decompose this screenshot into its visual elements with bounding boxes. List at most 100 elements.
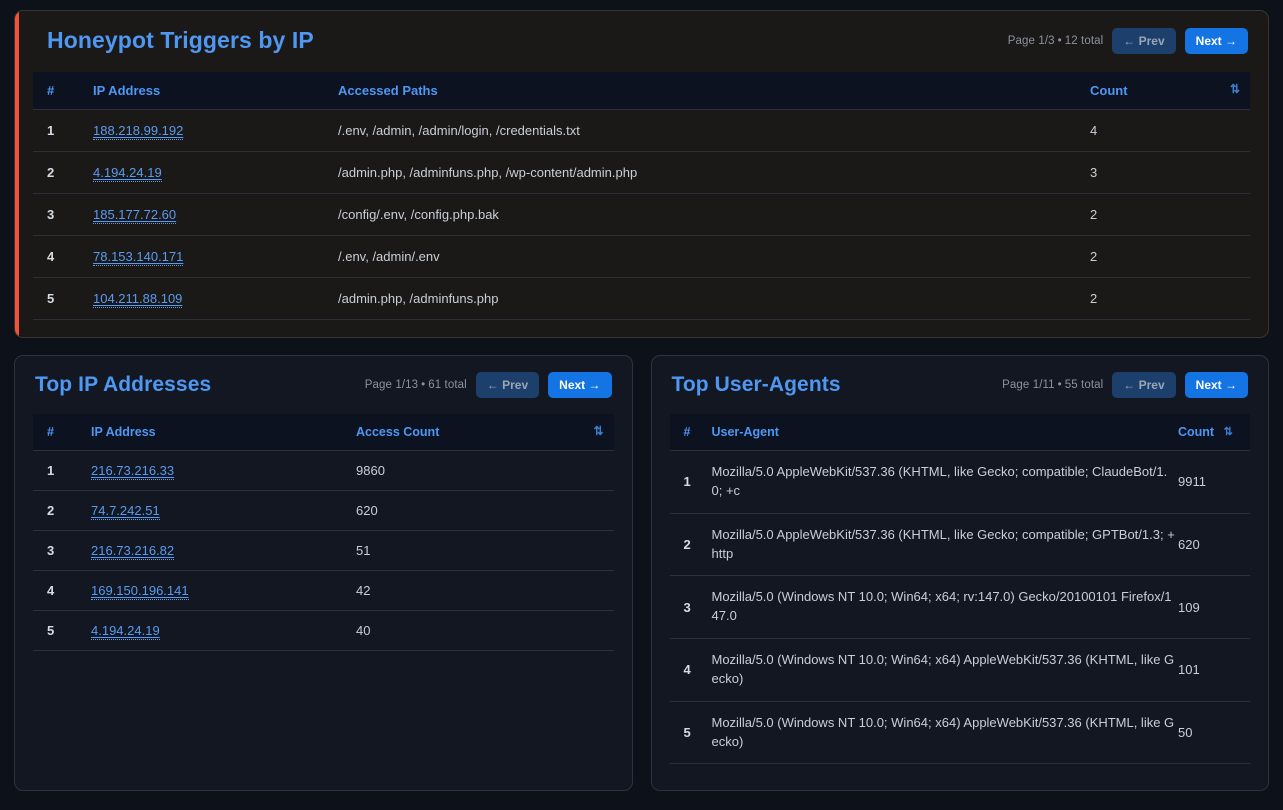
ip-address-link[interactable]: 185.177.72.60	[93, 207, 177, 224]
sort-icon[interactable]: ⇅	[1223, 426, 1233, 438]
row-rank: 3	[33, 530, 91, 571]
user-agents-total-count: 55 total	[1064, 379, 1104, 391]
row-ip-cell: 74.7.242.51	[91, 490, 356, 531]
row-paths: /config/.env, /config.php.bak	[338, 193, 1090, 236]
user-agents-page-number: Page 1/11	[1002, 379, 1055, 391]
table-row: 4 78.153.140.171 /.env, /admin/.env 2	[33, 235, 1250, 278]
ip-address-link[interactable]: 4.194.24.19	[93, 165, 162, 182]
row-count: 4	[1090, 109, 1250, 152]
row-rank: 5	[33, 610, 91, 651]
bottom-cards-row: Top IP Addresses Page 1/13 • 61 total ← Pr…	[14, 355, 1269, 791]
separator-dot: •	[1057, 379, 1062, 391]
table-row: 4 169.150.196.141 42	[33, 570, 614, 611]
table-row: 2 4.194.24.19 /admin.php, /adminfuns.php…	[33, 151, 1250, 194]
row-count: 2	[1090, 193, 1250, 236]
row-paths: /.env, /admin/.env	[338, 235, 1090, 278]
top-user-agents-card: Top User-Agents Page 1/11 • 55 total ← Pre…	[650, 355, 1269, 791]
header-user-agent[interactable]: User-Agent	[711, 414, 1178, 451]
row-user-agent: Mozilla/5.0 (Windows NT 10.0; Win64; x64…	[711, 701, 1178, 765]
row-rank: 5	[669, 701, 712, 765]
row-count: 620	[356, 490, 614, 531]
table-row: 3 185.177.72.60 /config/.env, /config.ph…	[33, 193, 1250, 236]
table-row: 4 Mozilla/5.0 (Windows NT 10.0; Win64; x…	[669, 638, 1250, 702]
row-rank: 4	[33, 570, 91, 611]
header-count-label: Count	[1090, 83, 1128, 98]
row-rank: 3	[33, 193, 93, 236]
user-agents-page-info: Page 1/11 • 55 total	[1002, 379, 1103, 391]
honeypot-total-count: 12 total	[1064, 34, 1104, 47]
row-rank: 1	[33, 109, 93, 152]
honeypot-card-header: Honeypot Triggers by IP Page 1/3 • 12 tota…	[33, 27, 1250, 54]
header-rank[interactable]: #	[669, 414, 712, 451]
header-count[interactable]: Count ⇅	[1090, 72, 1250, 110]
sort-icon[interactable]: ⇅	[593, 424, 604, 438]
top-ip-next-button[interactable]: Next →	[548, 372, 612, 398]
row-ip-cell: 188.218.99.192	[93, 109, 338, 152]
user-agents-title: Top User-Agents	[671, 373, 841, 396]
header-access-count[interactable]: Access Count ⇅	[356, 414, 614, 451]
sort-icon[interactable]: ⇅	[1229, 82, 1240, 96]
ip-address-link[interactable]: 74.7.242.51	[91, 503, 160, 520]
row-ip-cell: 169.150.196.141	[91, 570, 356, 611]
table-header-row: # IP Address Access Count ⇅	[33, 414, 614, 451]
table-row: 5 Mozilla/5.0 (Windows NT 10.0; Win64; x…	[669, 701, 1250, 765]
user-agents-table-body: 1 Mozilla/5.0 AppleWebKit/537.36 (KHTML,…	[669, 450, 1250, 765]
row-rank: 1	[33, 450, 91, 491]
separator-dot: •	[421, 379, 426, 391]
user-agents-prev-button[interactable]: ← Prev	[1112, 372, 1176, 398]
ip-address-link[interactable]: 188.218.99.192	[93, 123, 184, 140]
row-rank: 2	[33, 151, 93, 194]
header-ip-address[interactable]: IP Address	[91, 414, 356, 451]
user-agents-table: # User-Agent Count ⇅ 1 Mozilla/5.0 Apple…	[669, 414, 1250, 765]
row-user-agent: Mozilla/5.0 AppleWebKit/537.36 (KHTML, l…	[711, 450, 1178, 514]
honeypot-pagination: Page 1/3 • 12 total ← Prev Next →	[1007, 27, 1248, 54]
ip-address-link[interactable]: 4.194.24.19	[91, 623, 160, 640]
top-ip-card-header: Top IP Addresses Page 1/13 • 61 total ← Pr…	[33, 372, 614, 398]
separator-dot: •	[1057, 34, 1062, 47]
row-paths: /admin.php, /adminfuns.php, /wp-content/…	[338, 151, 1090, 194]
row-ip-cell: 216.73.216.82	[91, 530, 356, 571]
row-paths: /admin.php, /adminfuns.php	[338, 277, 1090, 320]
user-agents-card-header: Top User-Agents Page 1/11 • 55 total ← Pre…	[670, 372, 1251, 398]
honeypot-table-body: 1 188.218.99.192 /.env, /admin, /admin/l…	[33, 109, 1250, 320]
row-count: 42	[356, 570, 614, 611]
header-ip-address[interactable]: IP Address	[93, 72, 338, 110]
row-ip-cell: 104.211.88.109	[93, 277, 338, 320]
header-rank[interactable]: #	[33, 72, 93, 110]
row-count: 2	[1090, 277, 1250, 320]
header-accessed-paths[interactable]: Accessed Paths	[338, 72, 1090, 110]
top-ip-page-info: Page 1/13 • 61 total	[365, 379, 467, 391]
row-count: 9911	[1178, 450, 1250, 514]
page-title: Honeypot Triggers by IP	[47, 27, 314, 53]
top-ip-total-count: 61 total	[428, 379, 467, 391]
top-ip-table-head: # IP Address Access Count ⇅	[33, 414, 614, 451]
row-count: 9860	[356, 450, 614, 491]
ip-address-link[interactable]: 104.211.88.109	[93, 291, 183, 308]
row-count: 101	[1178, 638, 1250, 702]
honeypot-triggers-card: Honeypot Triggers by IP Page 1/3 • 12 tota…	[14, 10, 1269, 338]
row-rank: 2	[669, 513, 712, 577]
ip-address-link[interactable]: 78.153.140.171	[93, 249, 184, 266]
table-row: 5 104.211.88.109 /admin.php, /adminfuns.…	[33, 277, 1250, 320]
ip-address-link[interactable]: 169.150.196.141	[91, 583, 189, 600]
honeypot-next-button[interactable]: Next →	[1184, 27, 1248, 54]
table-row: 1 216.73.216.33 9860	[33, 450, 614, 491]
top-ip-prev-button[interactable]: ← Prev	[475, 372, 540, 398]
user-agents-next-button[interactable]: Next →	[1184, 372, 1248, 398]
honeypot-table-head: # IP Address Accessed Paths Count ⇅	[33, 72, 1250, 110]
honeypot-page-number: Page 1/3	[1007, 34, 1055, 47]
header-rank[interactable]: #	[33, 414, 91, 451]
honeypot-table: # IP Address Accessed Paths Count ⇅ 1 18…	[33, 72, 1250, 320]
table-row: 1 188.218.99.192 /.env, /admin, /admin/l…	[33, 109, 1250, 152]
top-ip-addresses-card: Top IP Addresses Page 1/13 • 61 total ← Pr…	[14, 355, 633, 791]
table-row: 2 Mozilla/5.0 AppleWebKit/537.36 (KHTML,…	[669, 513, 1250, 577]
header-count[interactable]: Count ⇅	[1178, 414, 1250, 451]
row-rank: 5	[33, 277, 93, 320]
row-count: 3	[1090, 151, 1250, 194]
table-header-row: # IP Address Accessed Paths Count ⇅	[33, 72, 1250, 110]
ip-address-link[interactable]: 216.73.216.33	[91, 463, 175, 480]
top-ip-table-body: 1 216.73.216.33 9860 2 74.7.242.51 620 3…	[33, 450, 614, 651]
ip-address-link[interactable]: 216.73.216.82	[91, 543, 175, 560]
header-count-label: Count	[1178, 425, 1215, 439]
honeypot-prev-button[interactable]: ← Prev	[1112, 27, 1176, 54]
